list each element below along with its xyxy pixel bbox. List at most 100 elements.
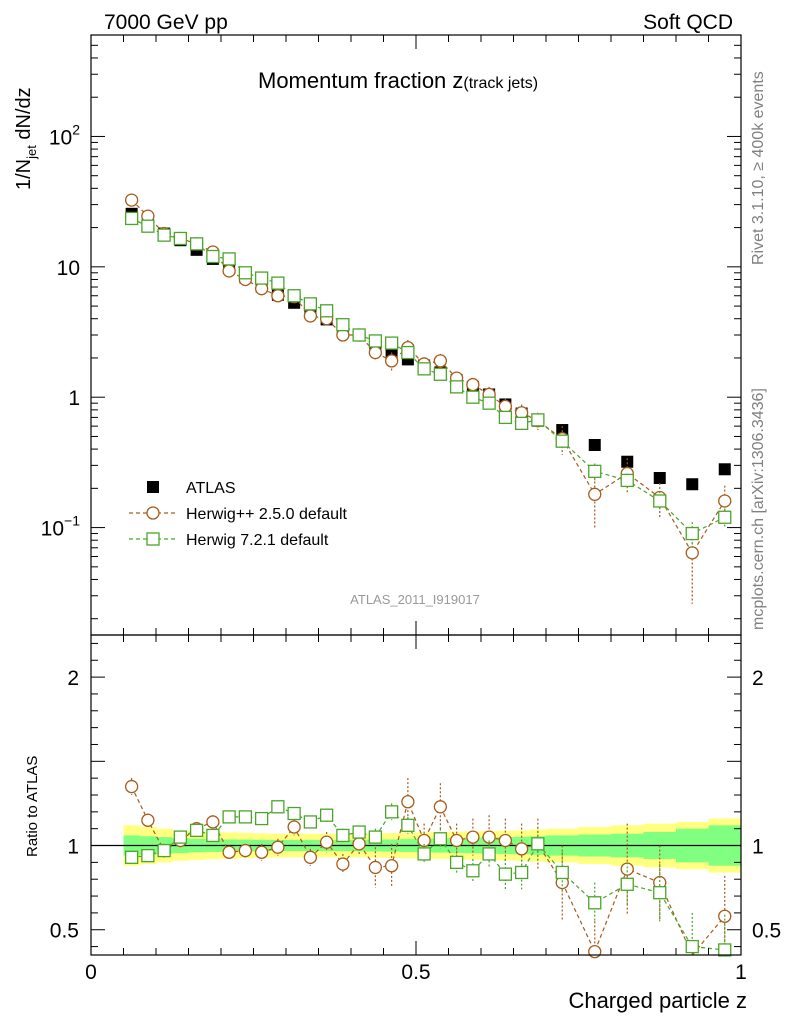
herwig7-point — [319, 304, 334, 318]
ratio-herwigpp-point — [620, 862, 634, 876]
x-tick-label: 0.5 — [401, 961, 430, 984]
x-tick-label: 1 — [735, 961, 747, 984]
ratio-herwigpp-point — [514, 842, 529, 856]
atlas-data-point — [686, 478, 699, 491]
ratio-herwigpp-point — [401, 795, 415, 809]
herwigpp-point — [384, 354, 399, 368]
atlas-data-point — [588, 438, 601, 451]
ratio-herwigpp-point — [417, 833, 431, 848]
ratio-herwigpp-point — [466, 830, 480, 844]
ratio-herwigpp-point — [498, 833, 513, 848]
ratio-herwigpp-point — [254, 845, 269, 859]
herwig7-point — [287, 289, 301, 303]
ratio-herwig7-point — [514, 865, 529, 880]
ratio-axis-ticks — [90, 635, 742, 955]
plot-title-main: Momentum fraction z — [258, 68, 463, 93]
series-dashed-line — [131, 199, 726, 555]
ratio-herwig7-point — [368, 830, 383, 844]
herwig7-point — [336, 318, 350, 332]
herwig7-point — [531, 413, 545, 427]
atlas-data-point — [718, 463, 731, 476]
herwig7-point — [449, 380, 464, 394]
ratio-herwig7-point — [401, 818, 415, 832]
y-label-prefix: 1/N — [13, 159, 35, 190]
ratio-herwig7-point — [417, 847, 431, 861]
ratio-herwigpp-point — [482, 830, 496, 844]
main-y-axis-label: 1/Njet dN/dz — [13, 87, 39, 190]
ratio-herwig7-point — [319, 808, 334, 822]
herwig7-point — [514, 416, 529, 431]
ratio-herwig7-point — [254, 811, 269, 826]
ratio-y-tick-label-right: 2 — [752, 667, 764, 690]
y-label-subscript: jet — [24, 145, 39, 160]
legend-marker-herwig7 — [146, 532, 160, 546]
ratio-herwigpp-point — [124, 779, 139, 794]
ratio-herwig7-point — [157, 843, 171, 858]
herwig7-point — [685, 526, 699, 541]
atlas-data-point — [621, 455, 634, 468]
plot-title-sub: (track jets) — [463, 75, 538, 92]
herwig7-point — [482, 396, 496, 410]
atlas-data-point — [653, 472, 666, 485]
ratio-herwig7-point — [124, 850, 139, 864]
herwig7-point — [417, 362, 431, 376]
ratio-herwig7-point — [588, 896, 602, 910]
ratio-herwigpp-point — [449, 833, 464, 848]
herwigpp-point — [303, 309, 318, 323]
herwig7-point — [189, 237, 204, 251]
legend: ATLAS Herwig++ 2.5.0 default Herwig 7.2.… — [129, 480, 348, 549]
main-plot-area — [124, 193, 732, 604]
ratio-herwig7-point — [287, 806, 301, 821]
ratio-herwigpp-point — [287, 820, 301, 834]
ratio-herwig7-point — [336, 828, 350, 843]
ratio-herwig7-point — [718, 943, 732, 957]
herwigpp-point — [368, 345, 383, 360]
herwig7-point — [141, 219, 155, 233]
herwig7-point — [620, 473, 634, 488]
ratio-herwig7-point — [653, 886, 667, 900]
legend-label-atlas: ATLAS — [186, 480, 236, 497]
legend-marker-atlas — [147, 481, 159, 493]
herwigpp-point — [271, 289, 285, 303]
ratio-herwig7-point — [222, 810, 236, 824]
ratio-herwig7-point — [482, 847, 496, 861]
ratio-herwigpp-point — [303, 850, 318, 864]
herwig7-point — [352, 328, 366, 342]
ratio-y-tick-label-left: 1 — [67, 836, 79, 859]
legend-label-herwig7: Herwig 7.2.1 default — [186, 532, 329, 549]
ratio-herwig7-point — [449, 855, 464, 870]
rivet-version-label: Rivet 3.1.10, ≥ 400k events — [750, 71, 767, 265]
ratio-herwigpp-point — [271, 840, 285, 854]
plot-title: Momentum fraction z(track jets) — [258, 68, 538, 93]
energy-label: 7000 GeV pp — [104, 11, 228, 34]
mcplots-source-label: mcplots.cern.ch [arXiv:1306.3436] — [750, 388, 767, 630]
herwigpp-point — [124, 193, 139, 207]
ratio-y-axis-label: Ratio to ATLAS — [24, 756, 41, 857]
ratio-herwigpp-point — [384, 859, 399, 873]
ratio-herwig7-point — [238, 810, 253, 824]
ratio-herwig7-point — [206, 828, 220, 843]
herwigpp-point — [685, 546, 699, 560]
main-y-tick-label: 10 — [57, 257, 80, 280]
herwigpp-point — [433, 354, 448, 368]
herwig7-point — [368, 334, 383, 348]
ratio-plot-frame — [90, 634, 742, 956]
ratio-herwig7-point — [141, 848, 155, 863]
herwig7-point — [401, 345, 415, 360]
main-y-tick-label: 102 — [49, 121, 80, 149]
herwig7-point — [653, 494, 667, 508]
analysis-label: ATLAS_2011_I919017 — [350, 592, 480, 607]
ratio-herwig7-point — [271, 800, 285, 814]
herwig7-point — [254, 271, 269, 285]
ratio-herwig7-point — [555, 865, 569, 880]
main-y-tick-exponent: −1 — [64, 513, 80, 529]
ratio-herwigpp-point — [352, 837, 366, 851]
ratio-herwigpp-point — [336, 857, 350, 871]
y-label-suffix: dN/dz — [13, 87, 35, 145]
herwig7-point — [157, 228, 171, 242]
main-series-2 — [124, 211, 732, 548]
ratio-herwigpp-point — [433, 800, 448, 814]
ratio-series-1 — [124, 800, 732, 957]
